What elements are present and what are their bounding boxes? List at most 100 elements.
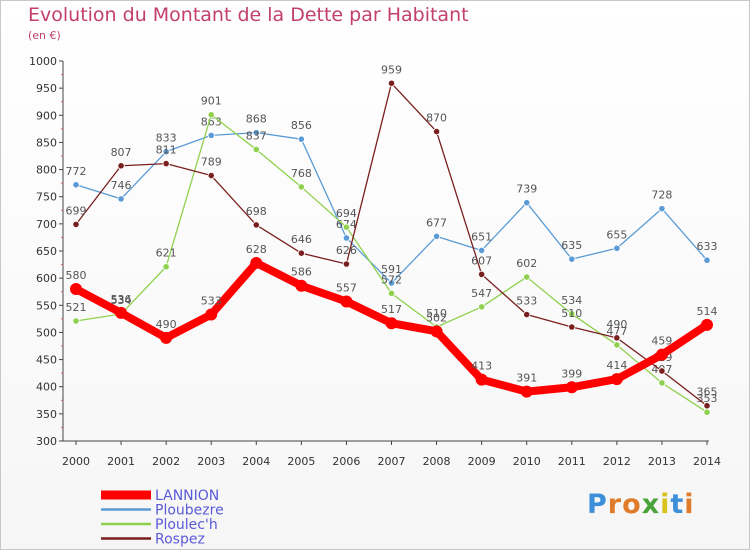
- y-tick-label: 600: [36, 272, 57, 285]
- data-point: [342, 260, 351, 268]
- y-tick-label: 700: [36, 218, 57, 231]
- y-tick-label: 550: [36, 299, 57, 312]
- x-tick-label: 2011: [558, 455, 586, 468]
- data-point: [70, 283, 82, 295]
- x-tick-label: 2012: [603, 455, 631, 468]
- data-label: 586: [291, 266, 312, 279]
- data-label: 547: [471, 287, 492, 300]
- data-point: [297, 249, 305, 257]
- data-label: 534: [561, 294, 582, 307]
- data-point: [523, 310, 531, 319]
- chart-subtitle: (en €): [28, 29, 61, 42]
- x-tick-label: 2008: [423, 455, 451, 468]
- x-tick-label: 2002: [152, 455, 180, 468]
- data-label: 768: [291, 167, 312, 180]
- y-tick-label: 650: [36, 245, 57, 258]
- data-point: [478, 246, 486, 255]
- data-point: [610, 373, 623, 386]
- x-tick-label: 2000: [62, 455, 90, 468]
- data-label: 536: [111, 293, 132, 306]
- data-point: [207, 111, 215, 119]
- data-point: [160, 331, 173, 344]
- data-label: 580: [66, 269, 87, 282]
- y-tick-label: 500: [36, 326, 57, 339]
- data-point: [475, 373, 488, 386]
- data-point: [703, 402, 711, 410]
- data-point: [568, 255, 576, 263]
- x-tick-label: 2006: [332, 455, 360, 468]
- data-point: [478, 303, 486, 311]
- x-tick-label: 2013: [648, 455, 676, 468]
- data-point: [432, 232, 441, 240]
- logo-letter: x: [641, 489, 661, 520]
- data-point: [252, 145, 260, 154]
- data-point: [250, 256, 263, 269]
- data-label: 557: [336, 281, 357, 294]
- x-tick-label: 2009: [468, 455, 496, 468]
- x-tick-label: 2005: [287, 455, 315, 468]
- y-tick-label: 950: [36, 82, 57, 95]
- data-point: [162, 263, 170, 271]
- data-point: [115, 306, 128, 319]
- data-point: [207, 131, 215, 139]
- data-label: 517: [381, 303, 402, 316]
- data-label: 789: [201, 156, 222, 169]
- data-label: 959: [381, 63, 402, 76]
- data-point: [568, 323, 576, 331]
- data-point: [205, 308, 218, 321]
- y-tick-label: 750: [36, 191, 57, 204]
- data-label: 728: [651, 189, 672, 202]
- x-tick-label: 2003: [197, 455, 225, 468]
- data-label: 490: [156, 318, 177, 331]
- data-label: 591: [381, 263, 402, 276]
- legend-entry: Ploubezre: [155, 503, 224, 519]
- data-point: [658, 367, 666, 375]
- data-point: [613, 334, 621, 342]
- data-point: [432, 127, 441, 136]
- data-point: [117, 162, 125, 170]
- logo-letter: t: [670, 489, 685, 520]
- data-point: [658, 205, 666, 213]
- x-tick-label: 2007: [378, 455, 406, 468]
- y-tick-label: 1000: [29, 55, 57, 68]
- legend-entry: Rospez: [155, 532, 205, 548]
- data-label: 459: [651, 335, 672, 348]
- data-label: 746: [111, 179, 132, 192]
- y-tick-label: 400: [36, 381, 57, 394]
- logo-letter: o: [622, 489, 642, 520]
- data-point: [568, 310, 576, 318]
- data-point: [72, 317, 80, 325]
- data-label: 628: [246, 243, 267, 256]
- x-tick-label: 2010: [513, 455, 541, 468]
- data-label: 521: [66, 301, 87, 314]
- data-label: 646: [291, 233, 312, 246]
- data-label: 510: [426, 307, 447, 320]
- logo-letter: i: [684, 489, 695, 520]
- data-point: [342, 223, 351, 231]
- data-point: [387, 79, 396, 87]
- data-point: [207, 171, 215, 180]
- data-point: [613, 341, 621, 349]
- data-point: [523, 273, 531, 281]
- data-point: [703, 256, 711, 264]
- data-label: 510: [561, 307, 582, 320]
- data-label: 477: [606, 325, 627, 338]
- data-label: 626: [336, 244, 357, 257]
- data-label: 699: [66, 204, 87, 217]
- data-label: 414: [606, 359, 627, 372]
- y-tick-label: 900: [36, 109, 57, 122]
- data-label: 635: [561, 239, 582, 252]
- data-label: 868: [246, 113, 267, 126]
- data-label: 413: [471, 360, 492, 373]
- data-label: 901: [201, 95, 222, 108]
- data-point: [342, 234, 351, 242]
- data-label: 572: [381, 273, 402, 286]
- x-tick-label: 2001: [107, 455, 135, 468]
- data-point: [297, 135, 305, 143]
- data-point: [387, 279, 396, 287]
- data-label: 807: [111, 146, 132, 159]
- y-tick-label: 300: [36, 435, 57, 448]
- chart-title: Evolution du Montant de la Dette par Hab…: [28, 4, 469, 26]
- data-point: [387, 289, 396, 297]
